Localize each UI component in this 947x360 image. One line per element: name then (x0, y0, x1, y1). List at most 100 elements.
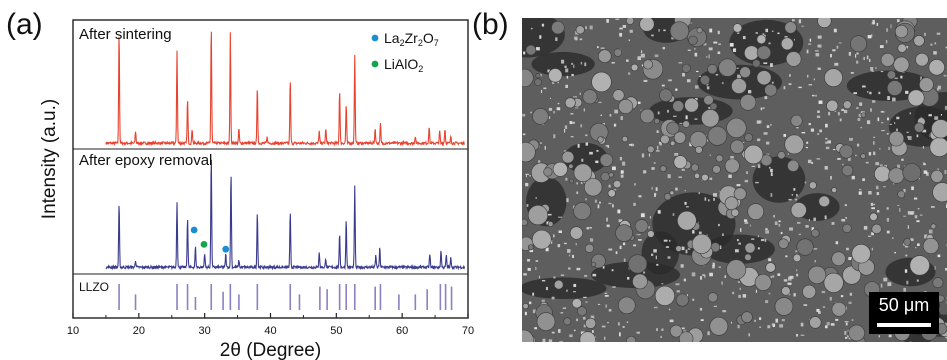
sem-particle (724, 196, 739, 211)
sem-particle (647, 230, 655, 238)
sem-grain (568, 254, 571, 257)
sem-grain (547, 69, 550, 73)
sem-grain (741, 142, 745, 144)
sem-grain (640, 50, 643, 54)
sem-grain (880, 71, 884, 73)
sem-grain (788, 198, 792, 201)
sem-grain (808, 218, 810, 222)
sem-grain (744, 220, 748, 224)
sem-grain (561, 59, 565, 64)
sem-grain (785, 255, 788, 258)
sem-grain (612, 286, 616, 288)
sem-grain (816, 115, 821, 118)
sem-grain (845, 216, 847, 219)
sem-grain (866, 55, 869, 60)
sem-grain (911, 186, 914, 190)
sem-grain (713, 197, 715, 201)
sem-grain (529, 175, 532, 177)
sem-grain (656, 328, 658, 332)
sem-particle (653, 118, 660, 125)
sem-particle (932, 277, 944, 289)
sem-particle (842, 265, 862, 285)
sem-particle (579, 331, 596, 342)
sem-grain (541, 23, 545, 27)
x-axis-label: 2θ (Degree) (220, 340, 321, 360)
sem-grain (622, 161, 626, 166)
sem-grain (522, 133, 526, 136)
sem-grain (764, 238, 767, 242)
sem-grain (867, 35, 872, 39)
sem-grain (773, 214, 775, 218)
sem-grain (638, 238, 642, 241)
sem-grain (596, 149, 599, 152)
sem-particle (568, 163, 574, 169)
sem-particle (626, 335, 637, 342)
sem-grain (691, 272, 696, 277)
sem-grain (583, 324, 587, 328)
sem-grain (573, 36, 578, 40)
sem-grain (535, 266, 537, 270)
sem-grain (641, 153, 645, 158)
sem-grain (811, 162, 814, 164)
sem-grain (576, 267, 581, 271)
sem-grain (888, 334, 892, 338)
sem-grain (819, 129, 822, 133)
sem-grain (674, 153, 679, 156)
phase-marker (190, 226, 198, 234)
peak-point (257, 89, 258, 90)
sem-grain (668, 308, 671, 311)
sem-grain (679, 122, 683, 124)
sem-grain (709, 154, 711, 156)
sem-grain (700, 319, 704, 321)
sem-grain (856, 143, 860, 147)
sem-grain (873, 151, 875, 154)
sem-grain (553, 276, 556, 279)
sem-grain (897, 204, 900, 207)
sem-grain (661, 283, 664, 285)
panel-name: LLZO (79, 280, 109, 294)
sem-grain (919, 214, 923, 216)
sem-grain (607, 145, 610, 148)
sem-grain (924, 32, 926, 36)
sem-grain (835, 318, 839, 321)
sem-particle (632, 273, 648, 290)
sem-grain (831, 222, 835, 225)
sem-grain (605, 304, 608, 308)
sem-particle (778, 238, 789, 249)
sem-grain (567, 249, 571, 253)
sem-grain (859, 102, 863, 106)
sem-grain (585, 134, 588, 137)
sem-grain (757, 164, 761, 169)
sem-grain (594, 199, 597, 203)
sem-grain (732, 48, 737, 52)
sem-grain (653, 192, 657, 196)
sem-particle (731, 78, 747, 94)
sem-grain (563, 150, 567, 152)
sem-particle (765, 262, 776, 273)
sem-grain (707, 331, 710, 336)
sem-grain (901, 158, 904, 161)
sem-grain (589, 238, 594, 242)
sem-grain (579, 92, 581, 95)
sem-grain (922, 162, 926, 166)
sem-grain (865, 161, 869, 164)
sem-particle (707, 126, 728, 146)
sem-grain (807, 159, 812, 164)
sem-particle (664, 193, 672, 201)
sem-grain (668, 79, 672, 82)
sem-grain (534, 327, 538, 330)
sem-grain (875, 67, 877, 69)
sem-grain (713, 193, 717, 197)
sem-particle (796, 238, 814, 256)
sem-particle (675, 245, 682, 252)
sem-grain (875, 162, 880, 166)
sem-grain (667, 109, 669, 113)
sem-grain (552, 81, 555, 84)
sem-grain (824, 215, 827, 220)
sem-particle (756, 70, 772, 86)
sem-grain (559, 340, 563, 342)
sem-grain (553, 134, 556, 139)
sem-texture (522, 18, 947, 342)
sem-particle (582, 89, 598, 105)
sem-particle (573, 202, 592, 221)
